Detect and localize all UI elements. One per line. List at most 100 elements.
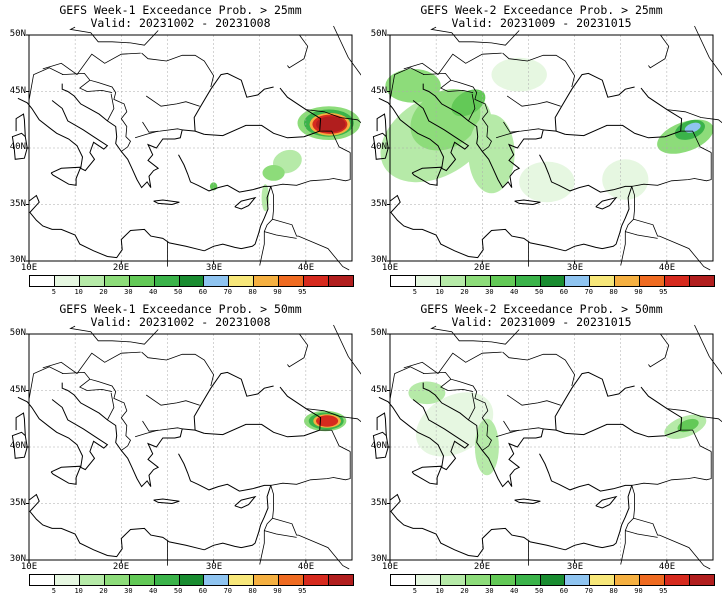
lon-label: 30E xyxy=(566,263,584,273)
colorbar-swatch xyxy=(465,276,491,286)
border-line xyxy=(333,25,361,76)
coastline xyxy=(514,199,541,206)
border-line xyxy=(502,351,576,387)
border-line xyxy=(648,34,670,69)
border-line xyxy=(389,366,425,400)
map xyxy=(372,324,722,570)
probability-fill xyxy=(316,116,346,133)
border-line xyxy=(430,325,520,345)
coastline xyxy=(234,196,257,210)
border-line xyxy=(633,218,711,271)
lat-label: 40N xyxy=(370,441,387,451)
lon-label: 20E xyxy=(112,562,130,572)
border-line xyxy=(440,378,474,392)
lon-label: 20E xyxy=(473,562,491,572)
map-panel: GEFS Week-2 Exceedance Prob. > 25mm Vali… xyxy=(361,0,722,299)
border-line xyxy=(42,351,141,375)
panel-valid-dates: Valid: 20231009 - 20231015 xyxy=(451,315,632,329)
border-line xyxy=(430,26,520,46)
coastline xyxy=(178,453,272,551)
colorbar-swatch xyxy=(79,575,105,585)
lon-label: 10E xyxy=(381,263,399,273)
coastline xyxy=(565,87,683,139)
border-line xyxy=(28,366,64,400)
colorbar-swatch xyxy=(329,575,353,585)
lat-label: 40N xyxy=(9,142,26,152)
colorbar-tick-label: 30 xyxy=(124,587,133,595)
colorbar-tick-label: 70 xyxy=(223,288,233,296)
colorbar-tick-label: 80 xyxy=(248,587,257,595)
colorbar-swatch xyxy=(590,276,616,286)
border-line xyxy=(631,451,712,486)
border-line xyxy=(648,333,670,368)
lat-label: 50N xyxy=(9,328,26,338)
colorbar-swatch xyxy=(665,575,691,585)
panel-title: GEFS Week-1 Exceedance Prob. > 25mm xyxy=(59,3,302,17)
border-line xyxy=(107,93,115,122)
border-line xyxy=(142,121,183,133)
panel-title: GEFS Week-2 Exceedance Prob. > 25mm xyxy=(420,3,663,17)
coastline xyxy=(565,386,683,438)
colorbar-tick-label: 90 xyxy=(273,288,282,296)
lon-label: 10E xyxy=(20,263,38,273)
coastline xyxy=(554,371,635,431)
colorbar-tick-label: 70 xyxy=(584,587,594,595)
probability-fill xyxy=(451,89,486,117)
colorbar-swatch xyxy=(204,276,230,286)
colorbar-swatch xyxy=(690,276,714,286)
coastline xyxy=(378,396,470,471)
coastline xyxy=(204,386,322,438)
colorbar-swatch xyxy=(490,276,516,286)
coastline xyxy=(204,87,322,139)
colorbar-tick-label: 95 xyxy=(298,587,307,595)
colorbar-tick-label: 50 xyxy=(173,288,183,296)
panel-title: GEFS Week-2 Exceedance Prob. > 50mm xyxy=(420,302,663,316)
colorbar-tick-label: 90 xyxy=(634,288,643,296)
lon-label: 10E xyxy=(20,562,38,572)
colorbar-swatch xyxy=(254,276,280,286)
colorbar-tick-label: 95 xyxy=(659,288,668,296)
colorbar-tick-label: 10 xyxy=(74,288,83,296)
lon-label: 40E xyxy=(297,263,315,273)
coastline xyxy=(372,412,389,459)
colorbar-tick-label: 70 xyxy=(223,587,233,595)
colorbar-swatch xyxy=(129,276,155,286)
colorbar-swatch xyxy=(229,276,255,286)
coastline xyxy=(389,493,566,558)
colorbar-tick-label: 80 xyxy=(248,288,257,296)
colorbar-swatch xyxy=(279,276,305,286)
colorbar-tick-label: 40 xyxy=(148,587,158,595)
border-line xyxy=(319,429,351,452)
map-panel: GEFS Week-2 Exceedance Prob. > 50mm Vali… xyxy=(361,299,722,598)
lon-label: 30E xyxy=(205,562,223,572)
colorbar-tick-label: 60 xyxy=(559,587,569,595)
lat-label: 45N xyxy=(370,86,387,96)
border-line xyxy=(69,26,159,46)
colorbar-tick-label: 20 xyxy=(460,587,469,595)
coastline xyxy=(61,83,205,189)
panel-title: GEFS Week-1 Exceedance Prob. > 50mm xyxy=(59,302,302,316)
coastline xyxy=(11,412,28,459)
border-line xyxy=(680,429,712,452)
colorbar-swatch xyxy=(154,276,180,286)
colorbar-swatch xyxy=(391,276,416,286)
probability-fill xyxy=(468,114,515,194)
border-line xyxy=(270,451,351,486)
colorbar-swatch xyxy=(415,575,441,585)
border-line xyxy=(141,351,215,387)
lat-label: 35N xyxy=(370,199,387,209)
colorbar-tick-label: 20 xyxy=(99,288,108,296)
coastline xyxy=(17,396,109,471)
colorbar-swatch xyxy=(415,276,441,286)
coastline xyxy=(554,72,635,132)
lat-label: 40N xyxy=(9,441,26,451)
colorbar-swatch xyxy=(465,575,491,585)
colorbar xyxy=(29,574,354,586)
coastline xyxy=(411,465,443,485)
colorbar-tick-label: 50 xyxy=(534,587,544,595)
colorbar-swatch xyxy=(329,276,353,286)
probability-fill xyxy=(262,165,285,181)
colorbar xyxy=(390,275,715,287)
colorbar-swatch xyxy=(179,575,205,585)
panel-valid-dates: Valid: 20231009 - 20231015 xyxy=(451,16,632,30)
